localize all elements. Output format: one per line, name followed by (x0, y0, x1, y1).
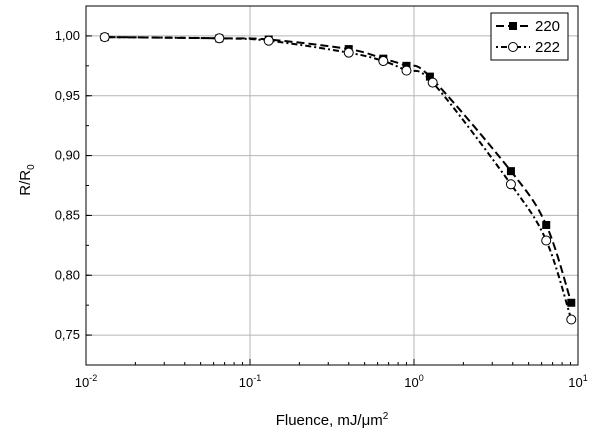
data-point-222 (541, 235, 552, 246)
ticks (85, 5, 579, 366)
data-point-220 (567, 298, 576, 307)
legend-label-220: 220 (535, 18, 560, 35)
y-tick-label: 0,95 (55, 88, 80, 103)
x-tick-label: 100 (404, 373, 423, 390)
x-tick-exponent: -2 (89, 373, 97, 383)
y-tick-label: 1,00 (55, 28, 80, 43)
data-point-220 (425, 72, 434, 81)
x-tick-base: 10 (404, 375, 418, 390)
legend-marker-222 (508, 42, 518, 52)
y-axis-label: R/R0 (17, 164, 37, 196)
x-axis-label-superscript: 2 (383, 411, 389, 422)
data-point-222 (99, 32, 110, 43)
data-point-222 (214, 33, 225, 44)
x-tick-exponent: -1 (253, 373, 261, 383)
data-point-222 (378, 56, 389, 67)
data-point-222 (427, 77, 438, 88)
x-tick-label: 10-2 (75, 373, 97, 390)
legend-box (490, 12, 569, 61)
data-point-222 (401, 65, 412, 76)
legend-marker-220 (509, 22, 517, 30)
data-point-222 (566, 314, 577, 325)
x-tick-base: 10 (239, 375, 253, 390)
y-tick-label: 0,90 (55, 148, 80, 163)
y-tick-label: 0,80 (55, 267, 80, 282)
legend: 220 222 (490, 12, 569, 61)
data-point-220 (542, 220, 551, 229)
series-222 (99, 32, 577, 325)
x-axis-label: Fluence, mJ/μm2 (276, 411, 389, 429)
series-layer (99, 32, 577, 325)
x-tick-label: 101 (568, 373, 587, 390)
x-axis-label-text: Fluence, mJ/μm (276, 412, 383, 429)
data-point-222 (263, 35, 274, 46)
x-tick-exponent: 0 (419, 373, 424, 383)
x-tick-base: 10 (568, 375, 582, 390)
data-point-222 (343, 47, 354, 58)
data-point-222 (505, 179, 516, 190)
y-axis-label-subscript: 0 (26, 164, 37, 170)
y-axis-label-text: R/R (17, 170, 34, 196)
x-tick-exponent: 1 (583, 373, 588, 383)
data-point-220 (506, 167, 515, 176)
y-tick-label: 0,85 (55, 207, 80, 222)
x-tick-base: 10 (75, 375, 89, 390)
series-line-222 (104, 36, 573, 320)
y-tick-label: 0,75 (55, 327, 80, 342)
x-tick-label: 10-1 (239, 373, 261, 390)
legend-label-222: 222 (535, 39, 560, 56)
